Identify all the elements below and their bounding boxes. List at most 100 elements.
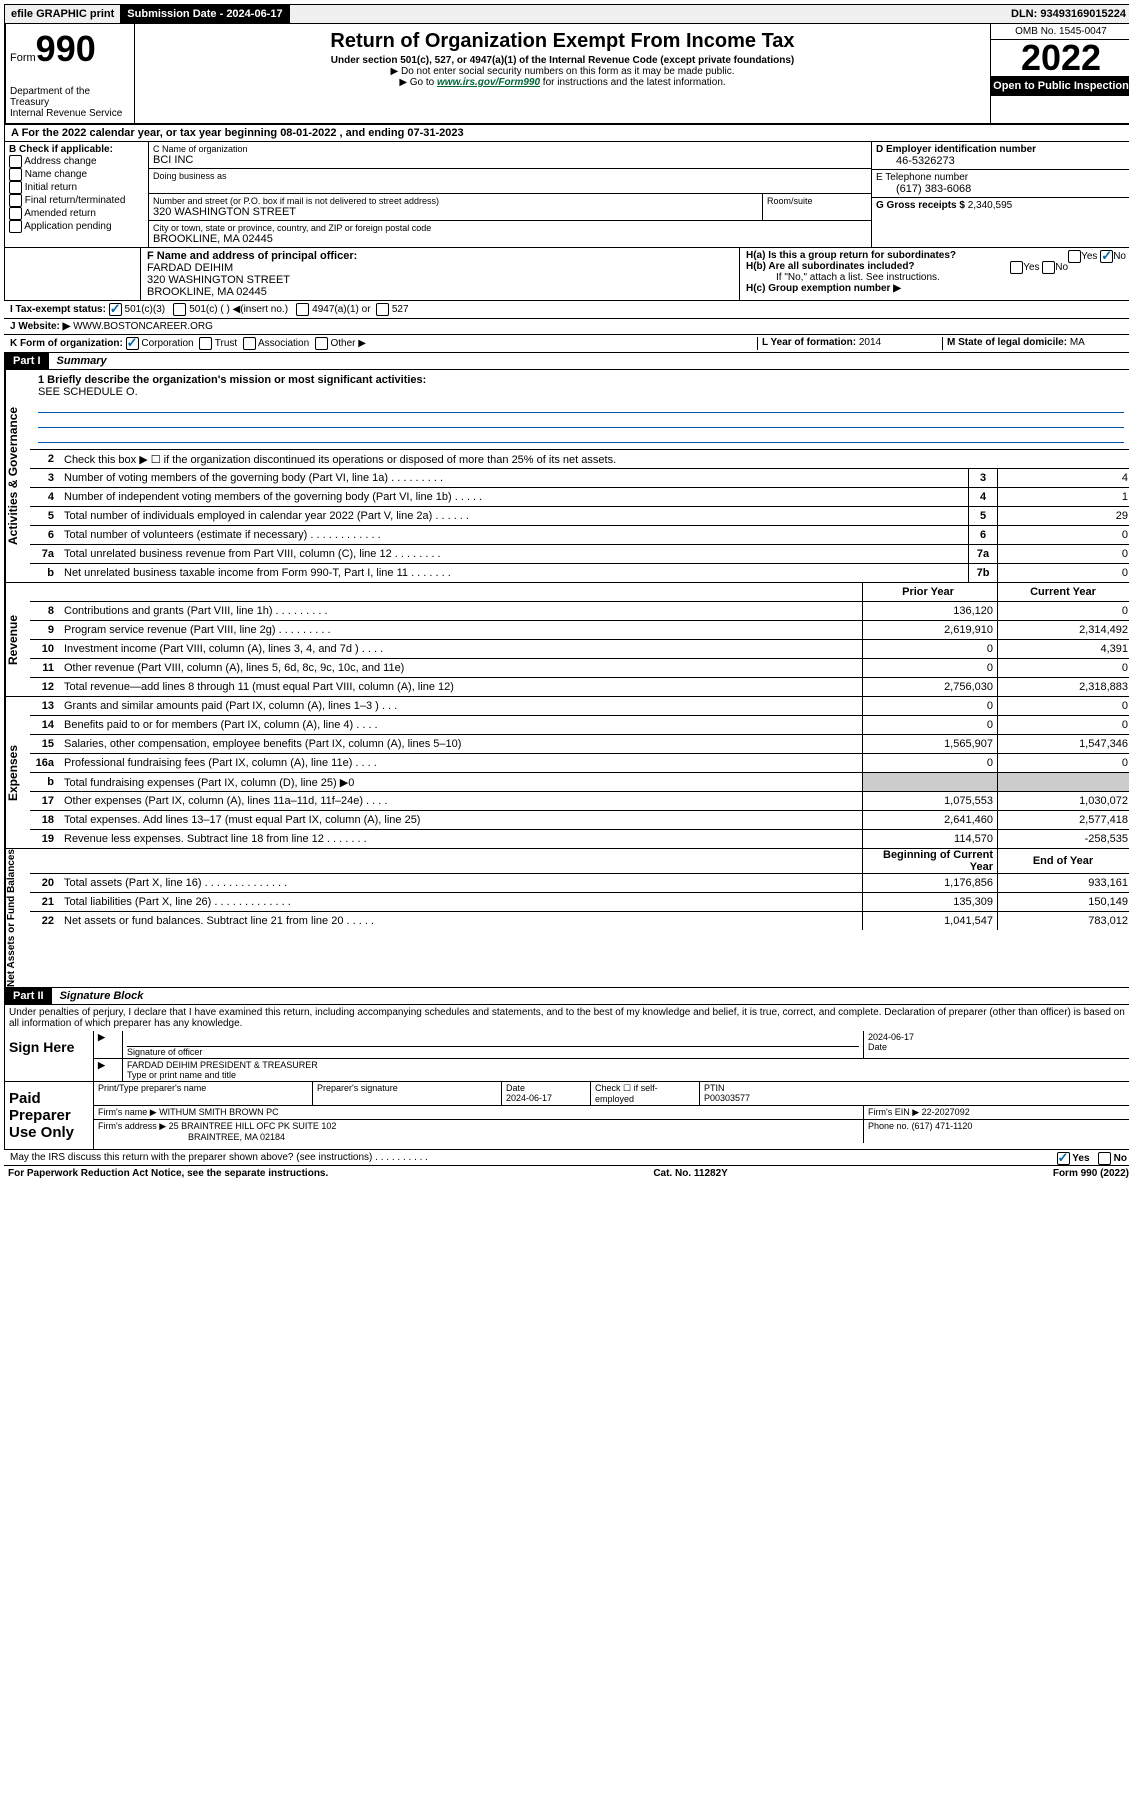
block-revenue: Revenue Prior Year Current Year 8Contrib… — [4, 583, 1129, 697]
hb-no[interactable] — [1042, 261, 1055, 274]
g-receipts-label: G Gross receipts $ — [876, 200, 965, 211]
block-expenses: Expenses 13Grants and similar amounts pa… — [4, 697, 1129, 849]
form-header: Form 990 Department of the Treasury Inte… — [4, 24, 1129, 125]
sig-officer-label: Signature of officer — [127, 1047, 202, 1057]
firm-phone: (617) 471-1120 — [912, 1121, 973, 1131]
vlabel-net: Net Assets or Fund Balances — [5, 849, 30, 987]
footer: For Paperwork Reduction Act Notice, see … — [4, 1166, 1129, 1181]
chk-name-change[interactable] — [9, 168, 22, 181]
summary-line: 22Net assets or fund balances. Subtract … — [30, 912, 1129, 930]
summary-line: 5Total number of individuals employed in… — [30, 507, 1129, 526]
firm-addr1: 25 BRAINTREE HILL OFC PK SUITE 102 — [169, 1121, 337, 1131]
summary-line: 17Other expenses (Part IX, column (A), l… — [30, 792, 1129, 811]
summary-line: 3Number of voting members of the governi… — [30, 469, 1129, 488]
hb-yes[interactable] — [1010, 261, 1023, 274]
penalty-text: Under penalties of perjury, I declare th… — [4, 1005, 1129, 1031]
hc-label: H(c) Group exemption number ▶ — [746, 283, 901, 294]
org-name: BCI INC — [153, 154, 867, 166]
self-employed: Check ☐ if self-employed — [591, 1082, 700, 1105]
gross-receipts: 2,340,595 — [968, 200, 1013, 211]
col-prior-year: Prior Year — [862, 583, 997, 601]
firm-ein: 22-2027092 — [922, 1107, 970, 1117]
officer-name: FARDAD DEIHIM — [147, 262, 233, 274]
sign-date-label: Date — [868, 1042, 887, 1052]
submission-date-button[interactable]: Submission Date - 2024-06-17 — [121, 5, 289, 23]
preparer-name-label: Print/Type preparer's name — [94, 1082, 313, 1105]
sign-date: 2024-06-17 — [868, 1032, 1128, 1042]
summary-line: 10Investment income (Part VIII, column (… — [30, 640, 1129, 659]
summary-line: 13Grants and similar amounts paid (Part … — [30, 697, 1129, 716]
dln-label: DLN: 93493169015224 — [1005, 5, 1129, 23]
org-city: BROOKLINE, MA 02445 — [153, 233, 867, 245]
ha-no[interactable] — [1100, 250, 1113, 263]
summary-line: 7aTotal unrelated business revenue from … — [30, 545, 1129, 564]
tax-year: 2022 — [991, 40, 1129, 76]
summary-line: bNet unrelated business taxable income f… — [30, 564, 1129, 582]
year-formation: 2014 — [859, 337, 881, 348]
col-c: C Name of organization BCI INC Doing bus… — [149, 142, 871, 247]
vlabel-revenue: Revenue — [5, 583, 30, 696]
officer-addr1: 320 WASHINGTON STREET — [147, 274, 290, 286]
efile-label: efile GRAPHIC print — [5, 5, 121, 23]
chk-application-pending[interactable] — [9, 220, 22, 233]
ha-yes[interactable] — [1068, 250, 1081, 263]
footer-right: Form 990 (2022) — [1053, 1168, 1129, 1179]
header-mid: Return of Organization Exempt From Incom… — [135, 24, 990, 123]
summary-line: 6Total number of volunteers (estimate if… — [30, 526, 1129, 545]
chk-4947[interactable] — [296, 303, 309, 316]
e-phone-label: E Telephone number — [876, 172, 968, 183]
form-subtitle: Under section 501(c), 527, or 4947(a)(1)… — [139, 55, 986, 66]
irs-label: Internal Revenue Service — [10, 108, 130, 119]
header-left: Form 990 Department of the Treasury Inte… — [6, 24, 135, 123]
col-deg: D Employer identification number 46-5326… — [871, 142, 1129, 247]
form-title: Return of Organization Exempt From Incom… — [139, 30, 986, 53]
chk-501c3[interactable] — [109, 303, 122, 316]
chk-501c[interactable] — [173, 303, 186, 316]
ptin-value: P00303577 — [704, 1093, 750, 1103]
d-ein-label: D Employer identification number — [876, 144, 1036, 155]
officer-sign-name: FARDAD DEIHIM PRESIDENT & TREASURER — [127, 1060, 1128, 1070]
room-label: Room/suite — [767, 196, 867, 206]
chk-assoc[interactable] — [243, 337, 256, 350]
website-value: WWW.BOSTONCAREER.ORG — [73, 321, 213, 332]
irs-link[interactable]: www.irs.gov/Form990 — [437, 77, 540, 88]
summary-line: 14Benefits paid to or for members (Part … — [30, 716, 1129, 735]
note-link: ▶ Go to www.irs.gov/Form990 for instruct… — [139, 77, 986, 88]
form-word: Form — [10, 52, 36, 64]
col-beginning: Beginning of Current Year — [862, 849, 997, 873]
col-current-year: Current Year — [997, 583, 1129, 601]
f-label: F Name and address of principal officer: — [147, 250, 357, 262]
summary-line: 11Other revenue (Part VIII, column (A), … — [30, 659, 1129, 678]
summary-line: 18Total expenses. Add lines 13–17 (must … — [30, 811, 1129, 830]
officer-sign-name-label: Type or print name and title — [127, 1070, 236, 1080]
state-domicile: MA — [1070, 337, 1085, 348]
may-no[interactable] — [1098, 1152, 1111, 1165]
chk-address-change[interactable] — [9, 155, 22, 168]
city-label: City or town, state or province, country… — [153, 223, 867, 233]
summary-line: 4Number of independent voting members of… — [30, 488, 1129, 507]
chk-final-return[interactable] — [9, 194, 22, 207]
org-street: 320 WASHINGTON STREET — [153, 206, 758, 218]
may-discuss-row: May the IRS discuss this return with the… — [4, 1150, 1129, 1166]
summary-line: 19Revenue less expenses. Subtract line 1… — [30, 830, 1129, 848]
chk-trust[interactable] — [199, 337, 212, 350]
summary-line: 20Total assets (Part X, line 16) . . . .… — [30, 874, 1129, 893]
sign-here-label: Sign Here — [5, 1031, 94, 1081]
row-i: I Tax-exempt status: 501(c)(3) 501(c) ( … — [4, 301, 1129, 319]
chk-corp[interactable] — [126, 337, 139, 350]
part1-header: Part I Summary — [4, 353, 1129, 370]
paid-preparer-block: Paid Preparer Use Only Print/Type prepar… — [4, 1082, 1129, 1150]
chk-527[interactable] — [376, 303, 389, 316]
mission-label: 1 Briefly describe the organization's mi… — [38, 374, 426, 386]
chk-amended-return[interactable] — [9, 207, 22, 220]
note-ssn: ▶ Do not enter social security numbers o… — [139, 66, 986, 77]
summary-line: 8Contributions and grants (Part VIII, li… — [30, 602, 1129, 621]
line2: Check this box ▶ ☐ if the organization d… — [60, 452, 1129, 467]
col-end: End of Year — [997, 849, 1129, 873]
may-yes[interactable] — [1057, 1152, 1070, 1165]
hb-note: If "No," attach a list. See instructions… — [746, 272, 1126, 283]
footer-mid: Cat. No. 11282Y — [653, 1168, 727, 1179]
chk-initial-return[interactable] — [9, 181, 22, 194]
chk-other[interactable] — [315, 337, 328, 350]
summary-line: 12Total revenue—add lines 8 through 11 (… — [30, 678, 1129, 696]
